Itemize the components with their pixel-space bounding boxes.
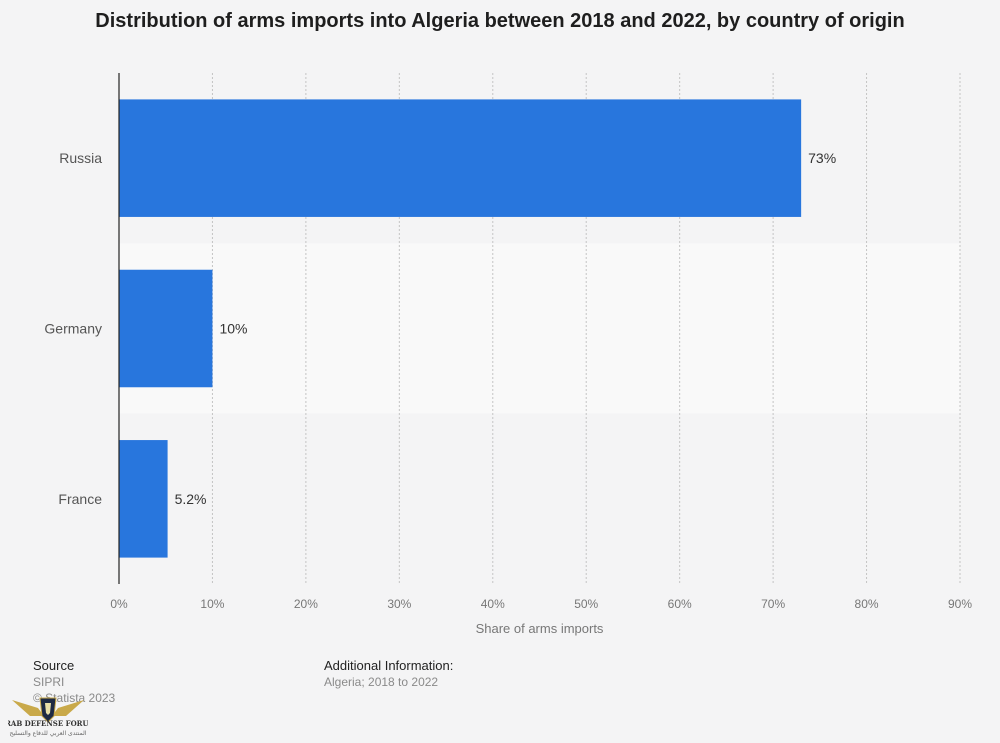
category-band: [119, 413, 960, 584]
bar-germany: [119, 269, 213, 388]
bar-france: [119, 440, 168, 558]
x-tick-label: 90%: [948, 597, 972, 611]
eagle-icon: [12, 697, 84, 723]
chart-title: Distribution of arms imports into Algeri…: [95, 10, 905, 32]
category-label: Germany: [44, 321, 102, 337]
bar-russia: [119, 99, 802, 217]
logo-text-sub: المنتدى العربي للدفاع والتسليح: [10, 730, 87, 737]
additional-info-heading: Additional Information:: [324, 658, 454, 673]
logo-text-main: ARAB DEFENSE FORUM: [8, 719, 88, 728]
arab-defense-forum-logo: ARAB DEFENSE FORUM المنتدى العربي للدفاع…: [8, 697, 88, 737]
x-tick-label: 40%: [481, 597, 505, 611]
category-label: France: [58, 491, 102, 507]
x-axis-label: Share of arms imports: [476, 621, 604, 636]
value-label: 10%: [219, 321, 247, 337]
x-tick-label: 70%: [761, 597, 785, 611]
value-label: 73%: [808, 150, 836, 166]
category-label: Russia: [59, 150, 102, 166]
value-label: 5.2%: [175, 491, 207, 507]
x-tick-label: 10%: [200, 597, 224, 611]
x-tick-label: 80%: [855, 597, 879, 611]
x-tick-label: 60%: [668, 597, 692, 611]
x-tick-label: 20%: [294, 597, 318, 611]
x-tick-label: 50%: [574, 597, 598, 611]
bar-chart: 73% Russia 10% Germany 5.2% France 0% 10% 20% 30%…: [44, 73, 972, 636]
source-heading: Source: [33, 658, 75, 673]
category-band: [119, 243, 960, 414]
x-tick-label: 0%: [110, 597, 128, 611]
source-line-sipri: SIPRI: [33, 675, 65, 689]
additional-info-text: Algeria; 2018 to 2022: [324, 675, 439, 689]
x-tick-label: 30%: [387, 597, 411, 611]
